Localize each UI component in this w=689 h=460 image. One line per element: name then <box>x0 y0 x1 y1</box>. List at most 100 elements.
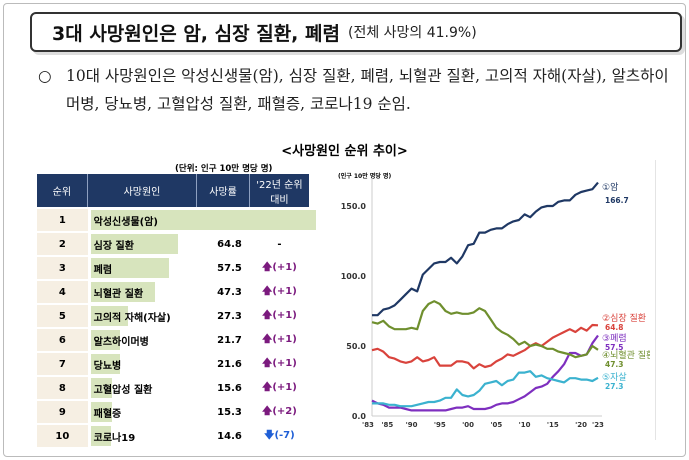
cause-cell: 악성신생물(암) <box>88 209 316 231</box>
change-cell: 🡅(+1) <box>250 329 309 351</box>
rank-cell: 7 <box>37 353 88 375</box>
header-rank: 순위 <box>37 174 88 207</box>
cause-cell: 폐렴 <box>88 257 198 279</box>
x-tick-label: '20 <box>575 421 587 429</box>
cause-cell: 알츠하이머병 <box>88 329 198 351</box>
rate-bar <box>90 402 112 422</box>
rate-bar <box>90 426 111 446</box>
x-tick-label: '10 <box>519 421 531 429</box>
change-cell: 🡅(+1) <box>250 257 309 279</box>
series-end-value: 47.3 <box>605 360 624 369</box>
rate-bar <box>90 330 120 350</box>
rate-bar <box>90 354 120 374</box>
rate-bar <box>90 234 178 254</box>
change-cell: 🡅(+1) <box>250 281 309 303</box>
cause-cell: 고의적 자해(자살) <box>88 305 198 327</box>
cause-cell: 고혈압성 질환 <box>88 377 198 399</box>
title-sub: (전체 사망의 41.9%) <box>347 25 477 41</box>
x-tick-label: '95 <box>434 421 446 429</box>
up-arrow-icon: 🡅 <box>262 309 273 321</box>
rate-bar <box>90 378 112 398</box>
down-arrow-icon: 🡇 <box>264 429 275 441</box>
cause-label: 악성신생물(암) <box>93 216 158 228</box>
change-value: (+1) <box>272 357 297 369</box>
y-tick-label: 50.0 <box>346 342 366 351</box>
x-tick-label: '05 <box>490 421 502 429</box>
rate-cell: 21.6 <box>217 358 242 370</box>
cause-cell: 뇌혈관 질환 <box>88 281 198 303</box>
change-value: - <box>277 238 282 250</box>
table-row: 5 고의적 자해(자살) 27.3 🡅(+1) <box>37 305 309 327</box>
rate-cell: 47.3 <box>217 286 242 298</box>
rank-cell: 9 <box>37 401 88 423</box>
series-end-value: 27.3 <box>605 382 624 391</box>
table-row: 8 고혈압성 질환 15.6 🡅(+1) <box>37 377 309 399</box>
rate-cell: 15.3 <box>217 406 242 418</box>
line-chart: (인구 10만 명당 명) 0.0 50.0 100.0 150.0 '83 '85 '90 '… <box>338 172 650 429</box>
cause-label: 패혈증 <box>93 408 122 420</box>
cause-label: 심장 질환 <box>93 240 134 252</box>
cause-label: 뇌혈관 질환 <box>93 288 144 300</box>
series-end-value: 64.8 <box>605 323 624 332</box>
change-cell: 🡅(+2) <box>250 401 309 423</box>
series-name-label: ③폐렴 <box>602 332 627 344</box>
divider <box>655 160 656 440</box>
change-value: (+1) <box>272 309 297 321</box>
x-tick-label: '00 <box>462 421 474 429</box>
rate-cell: 14.6 <box>217 430 242 442</box>
change-cell: - <box>250 233 309 255</box>
header-change: '22년 순위 대비 <box>249 174 309 207</box>
table-row: 3 폐렴 57.5 🡅(+1) <box>37 257 309 279</box>
cause-cell: 심장 질환 <box>88 233 198 255</box>
up-arrow-icon: 🡅 <box>262 405 273 417</box>
change-value: (+1) <box>272 381 297 393</box>
header-rate: 사망률 <box>197 174 250 207</box>
header-cause: 사망원인 <box>87 174 198 207</box>
rank-cell: 5 <box>37 305 88 327</box>
table-row: 10 코로나19 14.6 🡇(-7) <box>37 425 309 447</box>
up-arrow-icon: 🡅 <box>262 333 273 345</box>
title-main: 3대 사망원인은 암, 심장 질환, 폐렴 <box>52 22 340 45</box>
rate-cell: 27.3 <box>217 310 242 322</box>
rank-cell: 10 <box>37 425 88 447</box>
change-value: (+1) <box>272 285 297 297</box>
cause-cell: 당뇨병 <box>88 353 198 375</box>
series-line-3 <box>371 334 599 412</box>
y-tick-label: 100.0 <box>341 272 367 281</box>
y-tick-label: 150.0 <box>341 202 367 211</box>
up-arrow-icon: 🡅 <box>262 381 273 393</box>
slide-border <box>3 3 686 457</box>
summary-bullet: ○ 10대 사망원인은 악성신생물(암), 심장 질환, 폐렴, 뇌혈관 질환,… <box>38 62 678 118</box>
change-cell: 🡅(+1) <box>250 305 309 327</box>
rate-cell: 64.8 <box>217 238 242 250</box>
rate-cell: 21.7 <box>217 334 242 346</box>
x-tick-label: '85 <box>381 421 393 429</box>
rate-bar <box>90 210 316 230</box>
x-tick-label: '83 <box>362 421 374 429</box>
table-row: 7 당뇨병 21.6 🡅(+1) <box>37 353 309 375</box>
rank-cell: 3 <box>37 257 88 279</box>
cause-cell: 코로나19 <box>88 425 198 447</box>
rank-cell: 8 <box>37 377 88 399</box>
y-tick-label: 0.0 <box>352 412 367 421</box>
table-row: 9 패혈증 15.3 🡅(+2) <box>37 401 309 423</box>
table-row: 2 심장 질환 64.8 - <box>37 233 309 255</box>
series-line-4 <box>371 300 599 359</box>
cause-label: 코로나19 <box>93 432 136 444</box>
table-row: 4 뇌혈관 질환 47.3 🡅(+1) <box>37 281 309 303</box>
series-line-1 <box>372 181 599 317</box>
series-name-label: ②심장 질환 <box>602 312 646 324</box>
change-cell: 🡇(-7) <box>250 425 309 447</box>
up-arrow-icon: 🡅 <box>262 357 273 369</box>
cause-label: 폐렴 <box>93 264 113 276</box>
table-row: 6 알츠하이머병 21.7 🡅(+1) <box>37 329 309 351</box>
rank-cell: 4 <box>37 281 88 303</box>
title-box: 3대 사망원인은 암, 심장 질환, 폐렴 (전체 사망의 41.9%) <box>30 12 682 52</box>
rank-cell: 2 <box>37 233 88 255</box>
series-end-value: 166.7 <box>605 196 629 205</box>
cause-cell: 패혈증 <box>88 401 198 423</box>
change-cell: 🡅(+1) <box>250 377 309 399</box>
cause-label: 알츠하이머병 <box>93 336 149 348</box>
series-name-label: ⑤자살 <box>602 372 627 383</box>
